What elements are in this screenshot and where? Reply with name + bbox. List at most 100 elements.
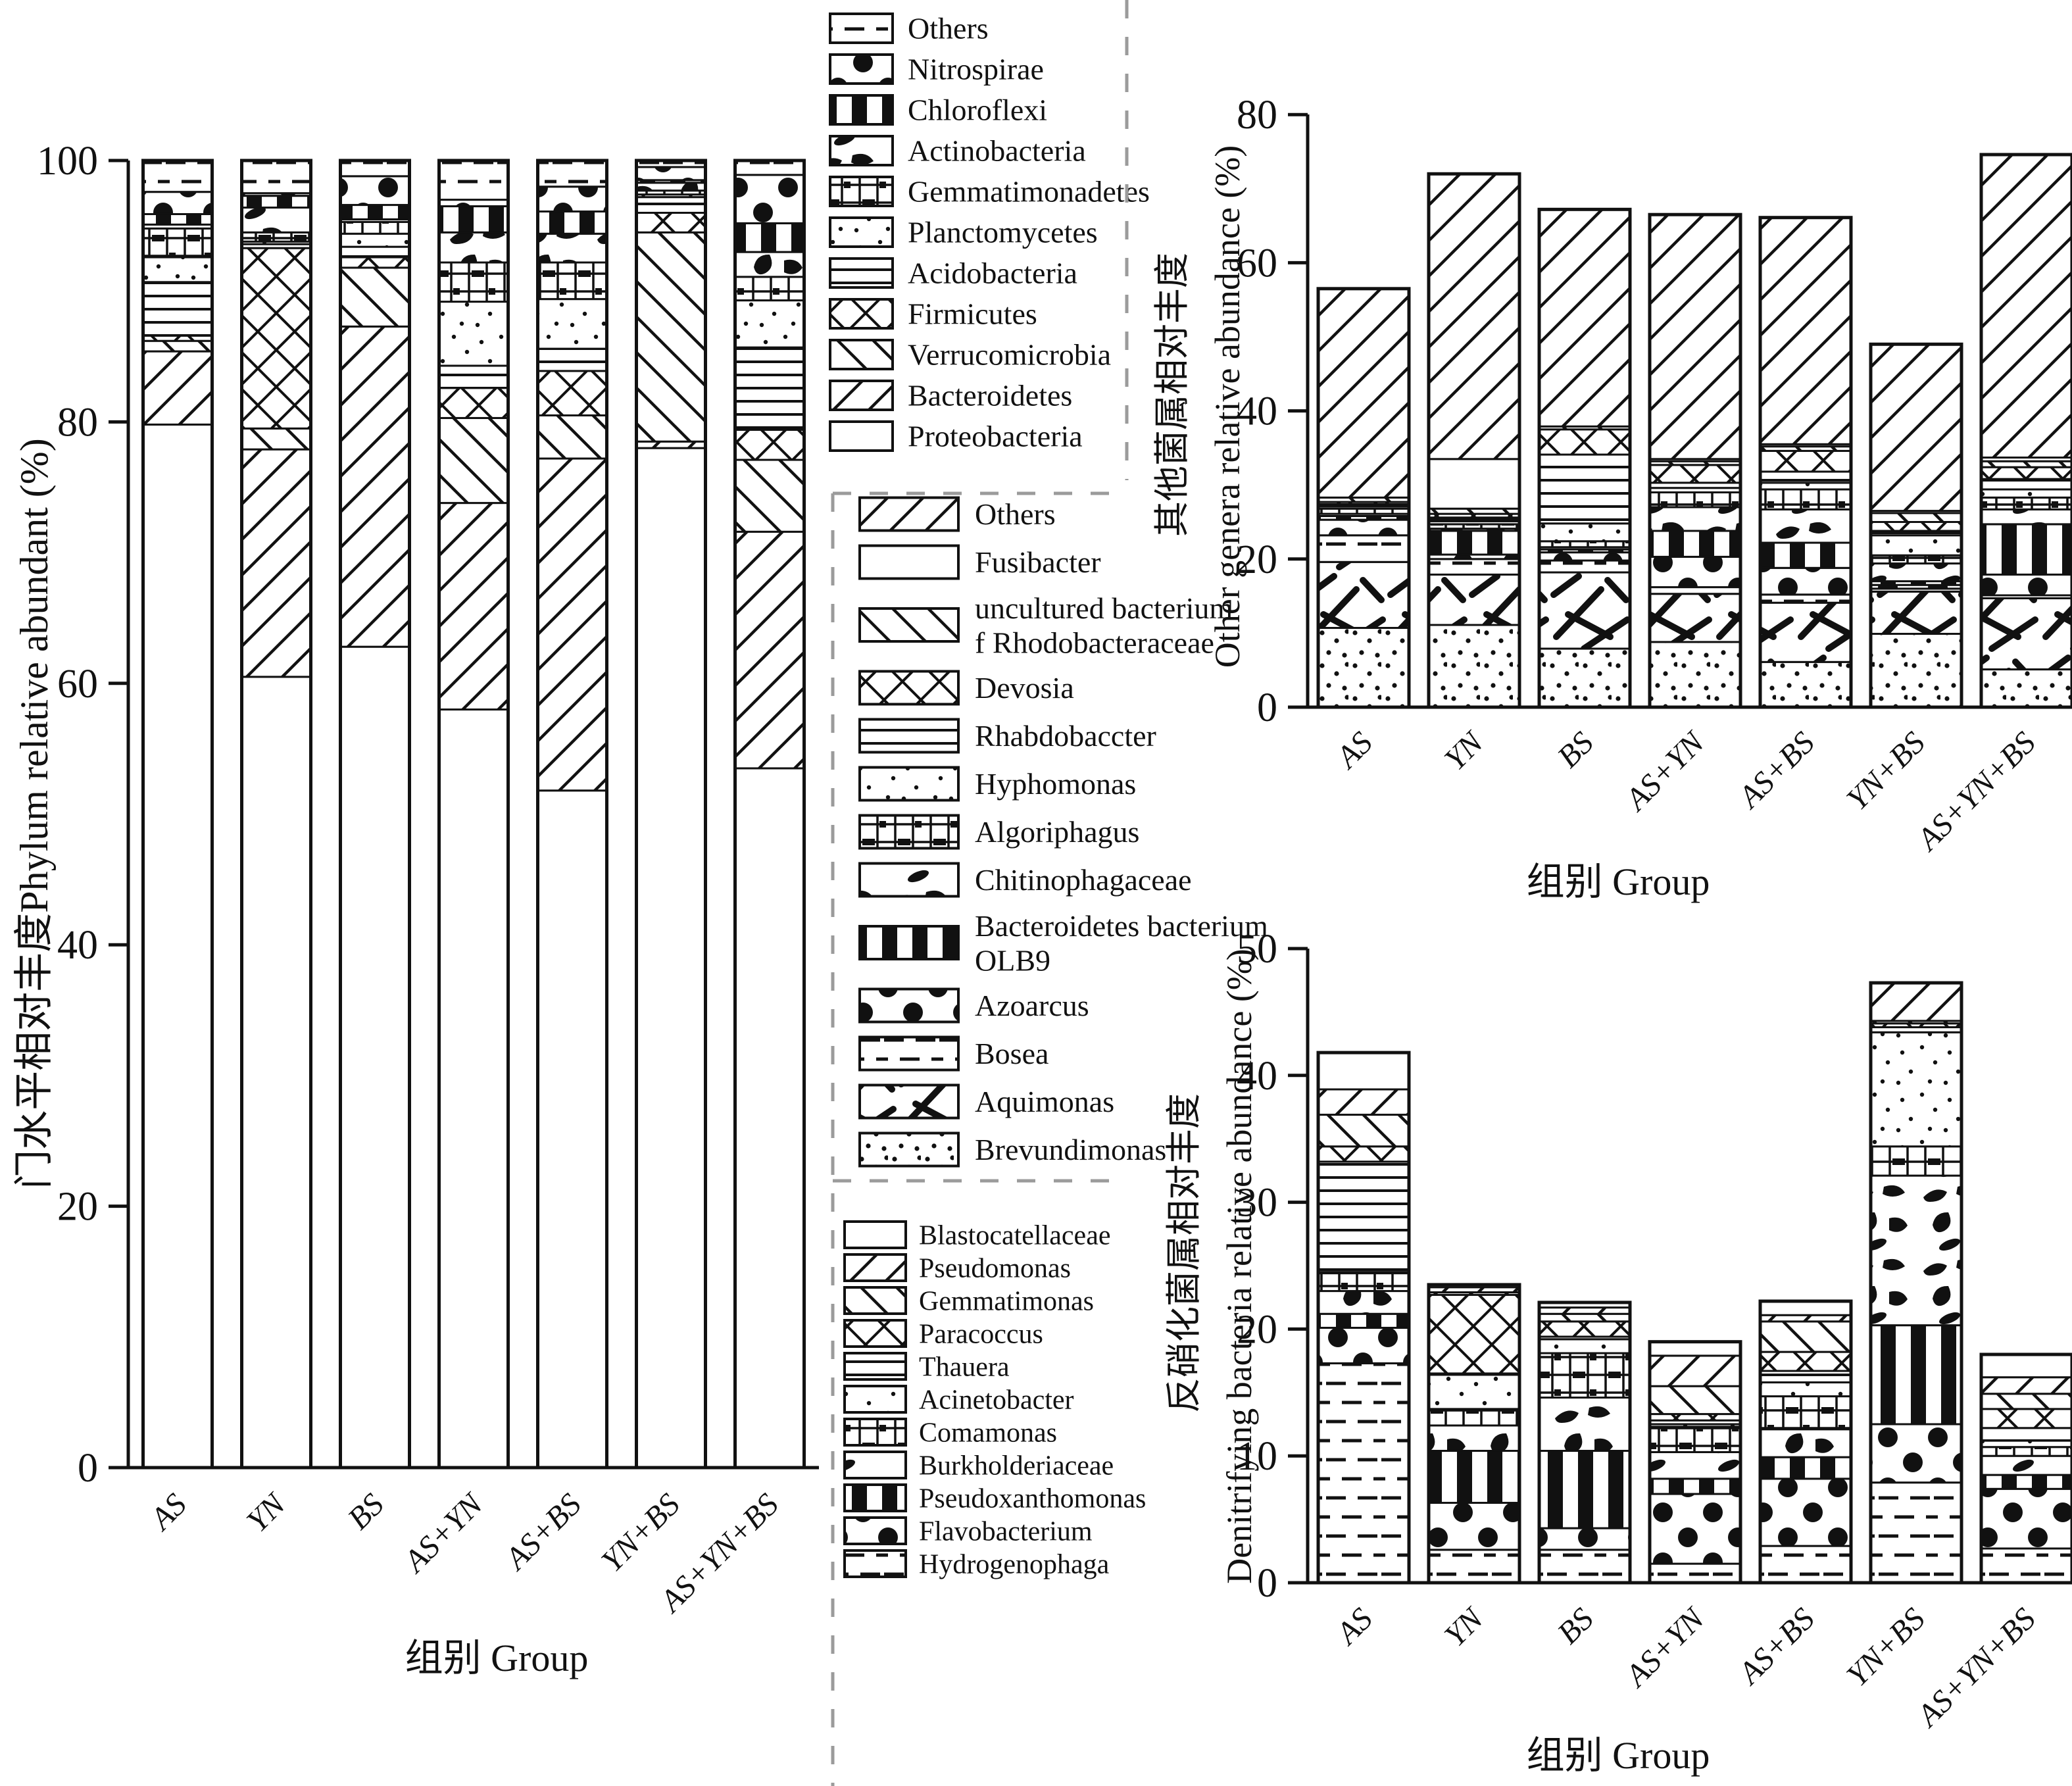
- bar-segment: [537, 210, 608, 235]
- legend-label: OLB9: [975, 943, 1050, 977]
- bar-segment: [1869, 521, 1963, 532]
- bslash-swatch: [858, 607, 960, 643]
- legend-item: Pseudoxanthomonas: [843, 1483, 1146, 1514]
- bar-outline: [1537, 207, 1632, 709]
- legend-label: Others: [975, 497, 1056, 531]
- legend-label: Devosia: [975, 671, 1074, 705]
- legend-item: Algoriphagus: [858, 814, 1139, 850]
- plain-swatch: [829, 420, 894, 452]
- bar-segment: [1317, 1326, 1410, 1364]
- legend-label: Fusibacter: [975, 545, 1101, 579]
- bar-segment: [1869, 1031, 1963, 1148]
- bar-segment: [635, 447, 706, 1469]
- legend-label: Acinetobacter: [919, 1385, 1074, 1415]
- bar-segment: [1538, 1338, 1631, 1354]
- bar-segment: [1980, 1446, 2072, 1457]
- bar-AS+BS: AS+BS: [1731, 1299, 1853, 1692]
- bar-segment: [1869, 1145, 1963, 1177]
- bar-segment: [1759, 593, 1852, 604]
- legend-item: Gemmatimonadetes: [829, 175, 1150, 209]
- bar-segment: [1427, 1502, 1521, 1551]
- y-tick-label: 10: [1237, 1434, 1277, 1479]
- bar-AS+YN: AS+YN: [1617, 1340, 1742, 1695]
- bar-segment: [1759, 1381, 1852, 1398]
- bar-segment: [1317, 560, 1410, 630]
- hlines-swatch: [858, 718, 960, 754]
- bar-segment: [1538, 522, 1631, 543]
- y-tick-label: 100: [37, 139, 98, 184]
- bar-outline: [1427, 172, 1521, 709]
- bar-segment: [1538, 551, 1631, 562]
- bar-AS+BS: AS+BS: [1731, 216, 1853, 816]
- x-tick-label: AS+BS: [497, 1487, 588, 1577]
- bar-outline: [1648, 1340, 1742, 1585]
- bar-outline: [1427, 1283, 1521, 1585]
- grid-swatch: [843, 1418, 907, 1447]
- legend-label: Bacteroidetes: [908, 379, 1072, 412]
- bslash-swatch: [829, 339, 894, 370]
- legend-label: Comamonas: [919, 1418, 1057, 1448]
- y-tick-label: 30: [1237, 1181, 1277, 1226]
- legend-label: Gemmatimonadetes: [908, 175, 1150, 209]
- bar-segment: [1980, 523, 2072, 576]
- bar-segment: [734, 767, 805, 1469]
- bar-segment: [1648, 1477, 1742, 1495]
- legend-label: Chloroflexi: [908, 93, 1047, 127]
- x-tick-label: YN: [1438, 1600, 1491, 1653]
- x-tick-label: YN+BS: [595, 1487, 687, 1579]
- blobs-swatch: [858, 862, 960, 898]
- bar-segment: [734, 159, 805, 176]
- bar-segment: [734, 174, 805, 224]
- blobs-swatch: [843, 1451, 907, 1479]
- bar-segment: [1317, 518, 1410, 537]
- x-axis-title: 组别 Group: [405, 1637, 589, 1679]
- x-tick-label: AS+YN: [1617, 724, 1712, 818]
- bar-segment: [1427, 1293, 1521, 1375]
- xhatch-swatch: [829, 298, 894, 330]
- x-tick-label: AS: [1328, 1601, 1379, 1652]
- bar-outline: [1869, 981, 1963, 1585]
- bar-segment: [734, 276, 805, 302]
- bar-YN: YN: [240, 159, 312, 1539]
- bslash-swatch: [843, 1286, 907, 1315]
- bar-segment: [1980, 668, 2072, 708]
- bar-segment: [1869, 562, 1963, 583]
- bar-outline: [437, 159, 510, 1470]
- bar-segment: [537, 457, 608, 792]
- y-tick-label: 20: [1237, 537, 1277, 582]
- legend-item: Chloroflexi: [829, 93, 1047, 127]
- y-axis-title-en: Other genera relative abundance (%): [1208, 145, 1247, 668]
- bar-segment: [339, 266, 410, 328]
- legend-item: Proteobacteria: [829, 420, 1083, 453]
- bar-segment: [537, 232, 608, 264]
- legend-label: Aquimonas: [975, 1085, 1114, 1118]
- bar-segment: [241, 427, 312, 451]
- legend-label: Nitrospirae: [908, 53, 1044, 86]
- bar-segment: [537, 159, 608, 188]
- legend-item: Gemmatimonas: [843, 1286, 1094, 1316]
- bar-segment: [537, 186, 608, 212]
- x-tick-label: AS+BS: [1731, 1601, 1821, 1692]
- bar-segment: [1538, 559, 1631, 574]
- bar-outline: [1758, 216, 1853, 709]
- x-tick-label: BS: [1551, 1601, 1600, 1650]
- bar-segment: [1759, 1456, 1852, 1480]
- legend-item: Burkholderiaceae: [843, 1451, 1114, 1481]
- bar-segment: [537, 261, 608, 301]
- bar-segment: [142, 227, 213, 259]
- bar-AS: AS: [1316, 287, 1411, 776]
- bar-segment: [339, 325, 410, 648]
- legend-label: Bacteroidetes bacterium: [975, 909, 1268, 943]
- bar-outline: [339, 159, 411, 1470]
- bar-segment: [635, 211, 706, 234]
- fslash-swatch: [843, 1253, 907, 1282]
- bar-segment: [339, 645, 410, 1469]
- legend-item: Aquimonas: [858, 1083, 1114, 1120]
- y-tick-label: 0: [1257, 1561, 1277, 1606]
- bar-segment: [1980, 1376, 2072, 1395]
- bar-segment: [438, 387, 509, 419]
- bar-YN+BS: YN+BS: [1840, 981, 1963, 1693]
- bar-segment: [1648, 506, 1742, 532]
- bar-segment: [241, 448, 312, 678]
